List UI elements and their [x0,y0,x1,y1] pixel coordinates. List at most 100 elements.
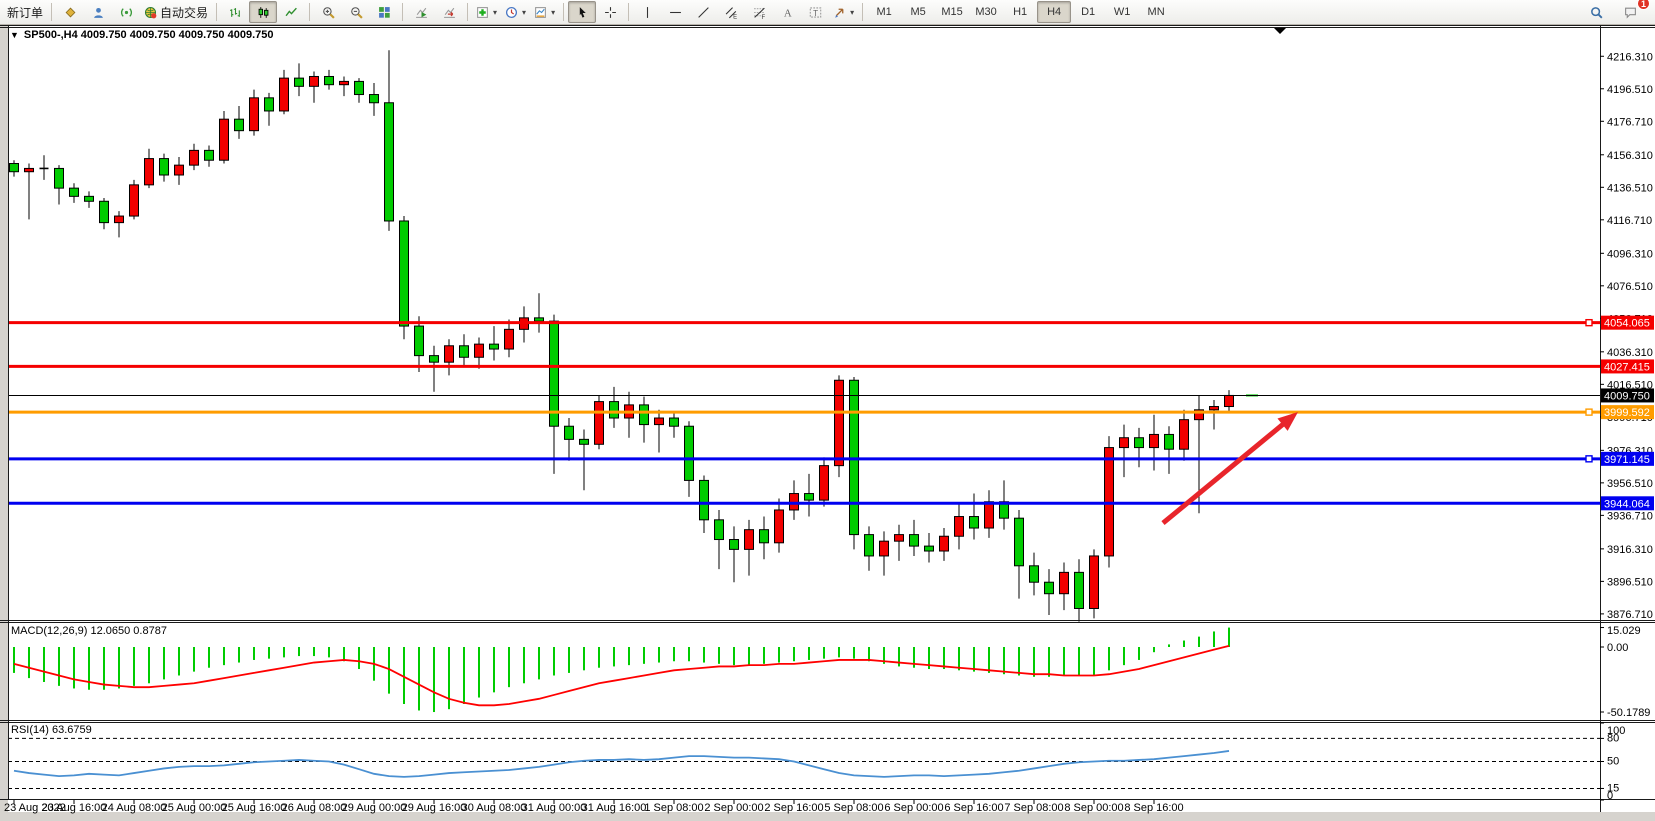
cursor-button[interactable] [568,1,597,23]
line-chart-button[interactable] [277,1,305,23]
date-label: 26 Aug 08:00 [282,802,347,814]
zoom-in-button[interactable] [314,1,342,23]
zoom-out-button[interactable] [342,1,370,23]
arrows-button[interactable]: ▾ [829,1,858,23]
periods-icon [506,6,518,18]
timeframe-m15-label: M15 [941,6,963,18]
auto-scroll-button[interactable] [407,1,435,23]
templates-icon [535,6,546,18]
templates-button[interactable]: ▾ [530,1,559,23]
price-tag-text: 3944.064 [1604,498,1650,510]
candle-bear [864,534,874,557]
text-icon: A [783,7,791,19]
tile-icon [378,6,390,18]
date-label: 5 Sep 08:00 [824,802,883,814]
chart-shift-button[interactable] [435,1,463,23]
trend-arrow[interactable] [1161,411,1298,526]
candlestick-chart-button[interactable] [249,1,278,23]
candle-bear [429,355,439,363]
price-tick-label: 4096.310 [1607,248,1653,260]
svg-text:T: T [813,8,818,17]
chart-shift-marker[interactable] [1274,28,1286,34]
periods-button[interactable]: ▾ [501,1,530,23]
candle-bear [354,80,364,96]
timeframe-h4[interactable]: H4 [1037,1,1072,23]
timeframe-m5[interactable]: M5 [901,1,935,23]
candle-bear [639,404,649,426]
zoomout-icon [350,6,363,19]
candle-bull [1059,571,1069,595]
new-order-button[interactable]: 新订单 [3,1,47,23]
candle-bull [774,509,784,544]
candle-bear [549,320,559,427]
timeframe-d1[interactable]: D1 [1071,1,1105,23]
equidistant-channel-button[interactable]: E [717,1,745,23]
text-label-button[interactable]: T [801,1,829,23]
search-button[interactable] [1582,1,1610,23]
profiles-button[interactable] [84,1,112,23]
notification-badge: 1 [1637,0,1650,10]
trend-arrow-head [1277,411,1298,431]
timeframe-m15[interactable]: M15 [935,1,969,23]
candle-bear [459,345,469,358]
market-watch-button[interactable] [56,1,84,23]
hline-handle [1585,455,1593,463]
price-axis[interactable]: 4216.310 4196.510 4176.710 4156.310 4136.510… [1600,51,1654,621]
candle-bear [534,317,544,322]
timeframe-mn-label: MN [1147,6,1165,18]
candle-bull [1179,419,1189,450]
candle-bear [1044,581,1054,595]
rsi-tick-label: 100 [1607,725,1625,737]
rsi-pane[interactable] [8,737,1600,789]
price-tick-label: 3956.510 [1607,478,1653,490]
date-label: 2 Sep 00:00 [704,802,763,814]
auto-trading-button[interactable]: 自动交易 [140,1,212,23]
trendline-icon [697,6,709,18]
dropdown-caret-icon: ▾ [551,7,556,17]
indicators-button[interactable]: ▾ [472,1,501,23]
price-tag-box [1601,405,1654,420]
macd-axis[interactable]: 15.029 0.00 -50.1789 [1600,625,1650,719]
macd-tick-label: 15.029 [1607,625,1641,637]
toolbar-separator [628,3,630,21]
candle-bear [1029,565,1039,583]
date-label: 6 Sep 00:00 [884,802,943,814]
text-button[interactable]: A [773,1,801,23]
vertical-line-button[interactable] [633,1,661,23]
price-tick-label: 4196.510 [1607,84,1653,96]
shift-icon [443,7,455,18]
fibonacci-button[interactable]: F [745,1,773,23]
trendline-button[interactable] [689,1,717,23]
timeframe-m30[interactable]: M30 [969,1,1003,23]
price-tick-label: 3876.710 [1607,609,1653,621]
candle-bear [234,118,244,132]
signals-button[interactable] [112,1,140,23]
price-tag-box [1601,315,1654,330]
bar-chart-button[interactable] [221,1,249,23]
timeframe-h1-label: H1 [1013,6,1028,18]
macd-pane[interactable] [13,627,1230,713]
horizontal-line-button[interactable] [661,1,689,23]
candle-bear [999,501,1009,519]
crosshair-button[interactable] [596,1,624,23]
main-price-pane[interactable] [8,28,1600,622]
timeframe-m1[interactable]: M1 [867,1,901,23]
tile-windows-button[interactable] [370,1,398,23]
timeframe-h1[interactable]: H1 [1003,1,1037,23]
auto-trading-button-label: 自动交易 [160,5,209,20]
dropdown-caret-icon: ▾ [522,7,527,17]
candle-bear [1074,571,1084,609]
svg-text:E: E [733,14,737,19]
timeframe-mn[interactable]: MN [1139,1,1173,23]
toolbar: 新订单 自动交易 ▾ ▾ ▾ E F A T ▾ M1 M5 M15 M30 H1 H4 D1 W1 MN 1 [0,0,1655,25]
signal-icon [120,7,132,17]
rsi-tick-label: 0 [1607,790,1613,802]
chat-button[interactable]: 1 [1616,0,1650,23]
candle-bear [1014,517,1024,567]
fibo-icon: F [753,7,765,19]
timeframe-w1[interactable]: W1 [1105,1,1139,23]
